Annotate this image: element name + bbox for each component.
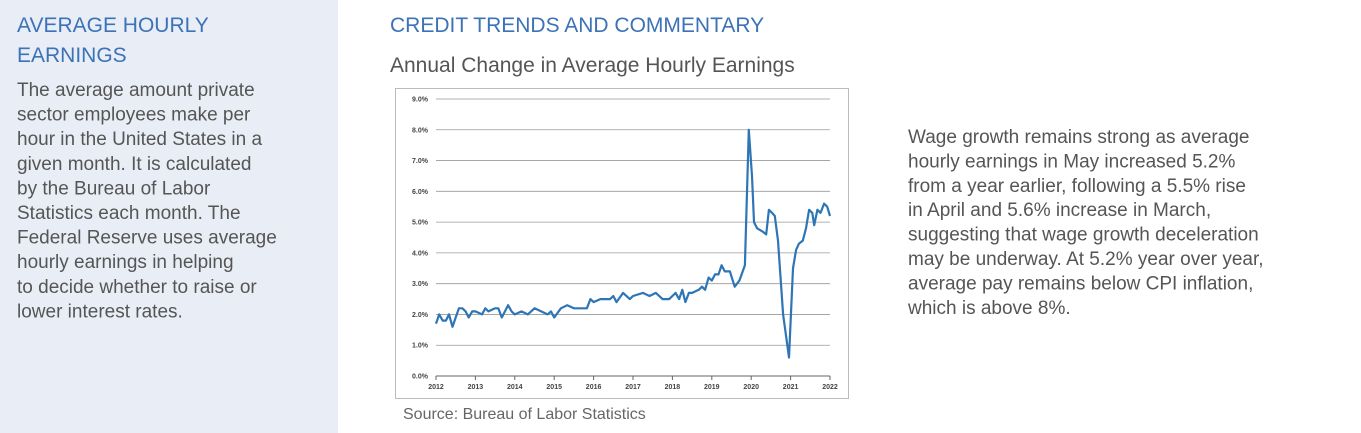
x-tick-label: 2013 [468, 384, 484, 391]
sidebar-text: by the Bureau of Labor [17, 178, 211, 199]
commentary-text: in April and 5.6% increase in March, [908, 200, 1211, 221]
sidebar-text: given month. It is calculated [17, 154, 251, 175]
y-tick-label: 2.0% [412, 312, 429, 319]
chart-source: Source: Bureau of Labor Statistics [403, 406, 646, 423]
y-tick-label: 1.0% [412, 343, 429, 350]
sidebar-bg [0, 0, 338, 433]
x-tick-label: 2022 [822, 384, 838, 391]
sidebar-text: to decide whether to raise or [17, 277, 257, 298]
sidebar-title: EARNINGS [17, 44, 127, 67]
x-tick-label: 2014 [507, 384, 523, 391]
chart-frame [395, 88, 849, 399]
y-tick-label: 8.0% [412, 127, 429, 134]
data-line [434, 128, 832, 359]
commentary-text: Wage growth remains strong as average [908, 127, 1249, 148]
sidebar-text: The average amount private [17, 80, 255, 101]
commentary-text: suggesting that wage growth deceleration [908, 225, 1259, 246]
x-tick-label: 2020 [743, 384, 759, 391]
y-tick-label: 9.0% [412, 97, 429, 104]
commentary-text: hourly earnings in May increased 5.2% [908, 151, 1236, 172]
y-tick-label: 5.0% [412, 220, 429, 227]
sidebar-title: AVERAGE HOURLY [17, 14, 209, 37]
x-tick-label: 2012 [428, 384, 444, 391]
commentary-text: may be underway. At 5.2% year over year, [908, 249, 1264, 270]
sidebar-text: lower interest rates. [17, 301, 183, 322]
x-tick-label: 2016 [586, 384, 602, 391]
x-tick-label: 2018 [665, 384, 681, 391]
x-tick-label: 2017 [625, 384, 641, 391]
y-tick-label: 3.0% [412, 281, 429, 288]
y-tick-label: 4.0% [412, 250, 429, 257]
commentary-text: which is above 8%. [907, 298, 1071, 319]
x-tick-label: 2015 [546, 384, 562, 391]
sidebar-text: hour in the United States in a [17, 129, 262, 150]
sidebar-text: Statistics each month. The [17, 203, 241, 224]
x-tick-label: 2021 [783, 384, 799, 391]
commentary-text: from a year earlier, following a 5.5% ri… [908, 176, 1246, 197]
section-title: CREDIT TRENDS AND COMMENTARY [390, 14, 764, 37]
y-tick-label: 6.0% [412, 189, 429, 196]
y-tick-label: 0.0% [412, 374, 429, 381]
commentary-text: average pay remains below CPI inflation, [908, 273, 1253, 294]
chart-title: Annual Change in Average Hourly Earnings [390, 54, 795, 77]
sidebar-text: sector employees make per [17, 105, 251, 126]
y-tick-label: 7.0% [412, 158, 429, 165]
sidebar-text: hourly earnings in helping [17, 252, 234, 273]
sidebar-text: Federal Reserve uses average [17, 228, 277, 249]
x-tick-label: 2019 [704, 384, 720, 391]
